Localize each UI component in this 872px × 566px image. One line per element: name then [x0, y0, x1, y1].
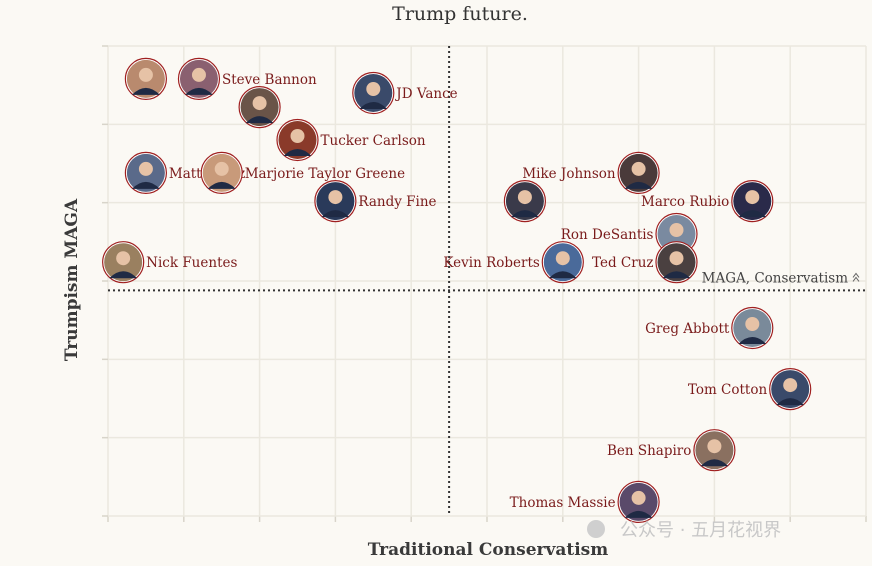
point-body	[131, 87, 160, 95]
point-body	[624, 181, 653, 189]
data-point: Kevin Roberts	[443, 241, 584, 284]
point-body	[109, 271, 138, 279]
point-label: Nick Fuentes	[146, 255, 237, 271]
point-body	[548, 271, 577, 279]
point-face	[669, 251, 684, 266]
point-label: Randy Fine	[358, 194, 436, 210]
point-body	[184, 87, 213, 95]
point-body	[776, 398, 805, 406]
watermark-text: 公众号 · 五月花视界	[620, 520, 781, 541]
point-face	[328, 190, 343, 205]
data-point: Ted Cruz	[592, 241, 698, 284]
point-label: JD Vance	[394, 86, 457, 102]
data-point: Randy Fine	[314, 180, 437, 223]
point-face	[290, 129, 305, 143]
point-face	[631, 490, 646, 505]
point-label: Thomas Massie	[510, 495, 616, 511]
watermark: 公众号 · 五月花视界	[587, 520, 781, 541]
point-face	[707, 439, 722, 454]
point-face	[366, 82, 381, 96]
data-point: Tom Cotton	[688, 368, 812, 411]
data-point: Mike Johnson	[522, 151, 660, 194]
wechat-icon	[587, 520, 605, 538]
point-label: Greg Abbott	[645, 321, 730, 337]
data-point: Ben Shapiro	[607, 429, 736, 472]
point-body	[321, 210, 350, 218]
data-point: Marjorie Taylor Greene	[200, 151, 405, 194]
reference-line-label: MAGA, Conservatism	[702, 270, 849, 286]
data-point	[124, 57, 167, 101]
data-point	[238, 85, 281, 129]
data-point: Tucker Carlson	[276, 118, 426, 162]
point-face	[116, 251, 131, 266]
data-point: Nick Fuentes	[102, 241, 237, 284]
point-label: Marjorie Taylor Greene	[245, 166, 405, 182]
point-face	[745, 317, 760, 331]
point-label: Ted Cruz	[592, 255, 653, 271]
data-point: Thomas Massie	[510, 480, 660, 523]
data-point: Marco Rubio	[641, 180, 774, 223]
reference-lines: MAGA, Conservatism	[108, 46, 866, 516]
point-face	[555, 251, 570, 266]
point-body	[131, 181, 160, 189]
point-body	[283, 149, 312, 156]
point-face	[517, 190, 532, 205]
point-label: Ben Shapiro	[607, 443, 691, 459]
point-label: Mike Johnson	[522, 166, 616, 182]
point-body	[738, 210, 767, 218]
point-body	[245, 116, 274, 124]
point-face	[783, 378, 798, 393]
data-point: Greg Abbott	[645, 306, 774, 350]
point-face	[745, 190, 760, 205]
point-face	[138, 161, 153, 176]
point-face	[191, 67, 206, 82]
point-body	[738, 337, 767, 344]
point-face	[631, 161, 646, 176]
point-label: Tucker Carlson	[321, 133, 426, 149]
point-face	[214, 161, 229, 176]
point-label: Kevin Roberts	[443, 255, 539, 271]
point-body	[700, 459, 729, 467]
point-body	[624, 510, 653, 518]
point-face	[669, 223, 684, 237]
point-label: Steve Bannon	[222, 72, 317, 88]
y-axis-label: Trumpism MAGA	[62, 198, 82, 361]
data-point: JD Vance	[352, 71, 458, 115]
data-point: Steve Bannon	[177, 57, 317, 101]
point-body	[510, 210, 539, 218]
point-face	[252, 96, 267, 111]
point-label: Marco Rubio	[641, 194, 729, 210]
data-point	[503, 180, 547, 223]
chart-title: Trump future.	[392, 3, 528, 25]
chevron-up-icon	[852, 272, 860, 282]
point-label: Tom Cotton	[688, 382, 768, 398]
point-body	[359, 102, 388, 109]
point-face	[138, 67, 153, 82]
point-body	[662, 271, 691, 279]
point-label: Ron DeSantis	[561, 227, 654, 243]
x-axis-label: Traditional Conservatism	[368, 540, 608, 560]
point-body	[207, 181, 236, 189]
